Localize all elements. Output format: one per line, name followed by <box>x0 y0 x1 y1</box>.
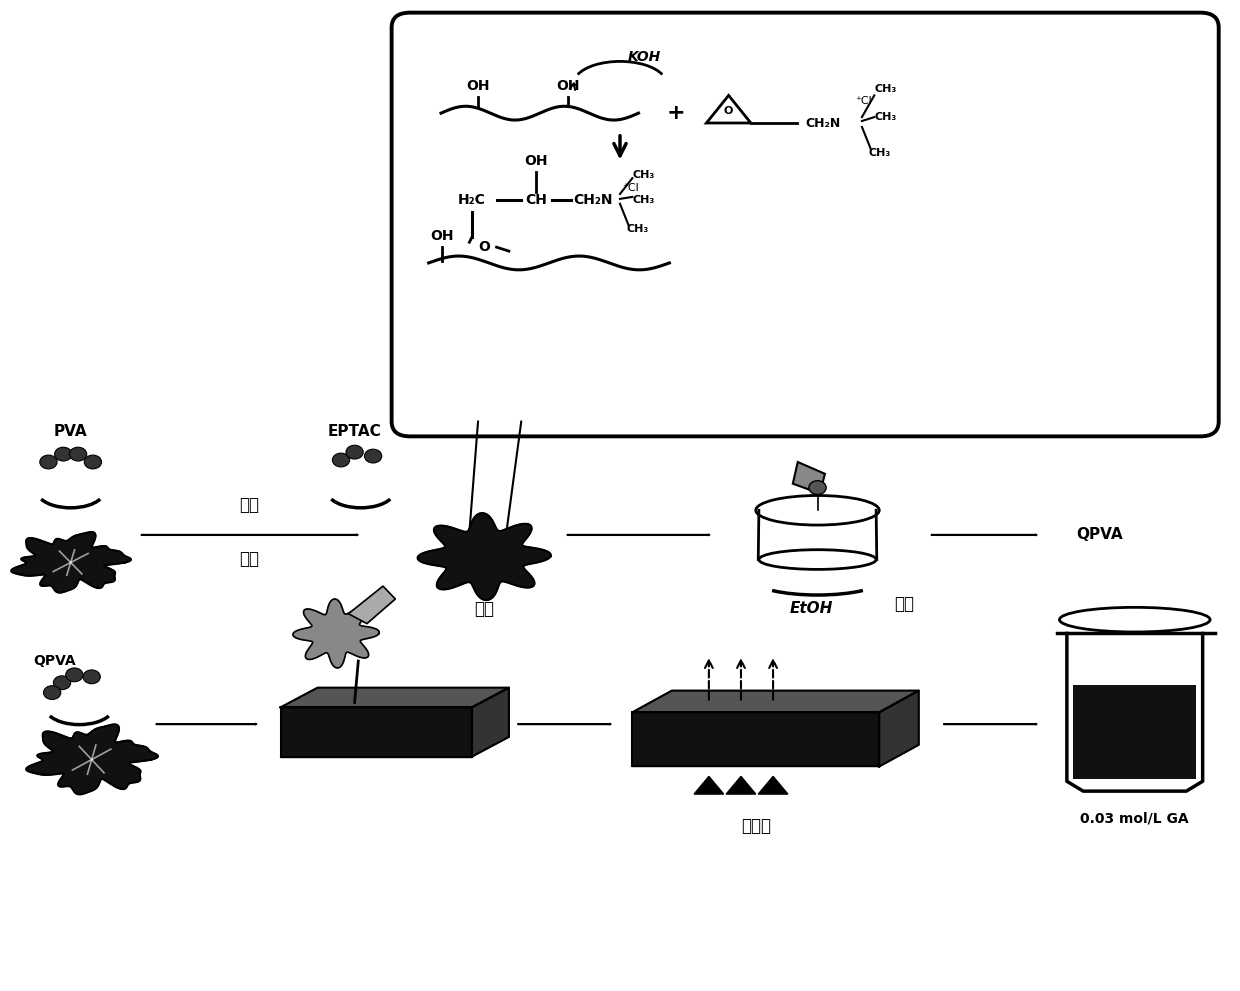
Polygon shape <box>879 691 919 766</box>
Text: 反应: 反应 <box>474 600 495 617</box>
Text: 沉淀: 沉淀 <box>894 595 914 612</box>
Text: OH: OH <box>430 229 454 243</box>
Text: EPTAC: EPTAC <box>327 424 382 439</box>
Text: 0.03 mol/L GA: 0.03 mol/L GA <box>1080 812 1189 826</box>
Polygon shape <box>348 586 396 623</box>
Text: CH₂N: CH₂N <box>805 117 841 130</box>
Polygon shape <box>26 724 157 795</box>
FancyBboxPatch shape <box>392 13 1219 436</box>
Polygon shape <box>280 708 472 757</box>
Circle shape <box>66 668 83 682</box>
Polygon shape <box>11 532 131 593</box>
Polygon shape <box>418 513 551 601</box>
Text: CH₃: CH₃ <box>626 224 649 235</box>
Ellipse shape <box>1059 607 1210 632</box>
Text: H₂C: H₂C <box>458 193 486 207</box>
Text: OH: OH <box>525 155 548 168</box>
Circle shape <box>346 445 363 459</box>
Circle shape <box>53 676 71 690</box>
Text: 冷却: 冷却 <box>239 550 259 568</box>
Polygon shape <box>293 599 379 668</box>
Circle shape <box>808 481 826 495</box>
Polygon shape <box>758 776 787 794</box>
Circle shape <box>69 447 87 461</box>
Text: 热处理: 热处理 <box>740 817 771 834</box>
Text: QPVA: QPVA <box>1076 527 1123 542</box>
Text: ⁺Cl: ⁺Cl <box>856 96 873 106</box>
Text: OH: OH <box>466 79 490 93</box>
Text: ⁺Cl: ⁺Cl <box>622 183 639 193</box>
Polygon shape <box>792 462 825 494</box>
Text: CH₃: CH₃ <box>632 170 655 180</box>
Polygon shape <box>632 691 919 713</box>
Circle shape <box>332 453 350 467</box>
Text: PVA: PVA <box>53 424 88 439</box>
Circle shape <box>84 455 102 469</box>
Circle shape <box>40 455 57 469</box>
Text: CH: CH <box>525 193 547 207</box>
Text: OH: OH <box>557 79 580 93</box>
Circle shape <box>365 449 382 463</box>
Text: 溶解: 溶解 <box>239 496 259 514</box>
Text: CH₃: CH₃ <box>868 148 890 158</box>
Text: O: O <box>479 240 490 254</box>
Text: CH₂N: CH₂N <box>573 193 613 207</box>
Text: CH₃: CH₃ <box>632 195 655 205</box>
Text: +: + <box>666 103 684 123</box>
Polygon shape <box>727 776 756 794</box>
Circle shape <box>43 686 61 700</box>
Polygon shape <box>1073 685 1197 779</box>
Circle shape <box>55 447 72 461</box>
Text: EtOH: EtOH <box>790 602 833 616</box>
Polygon shape <box>472 688 508 757</box>
Text: QPVA: QPVA <box>33 654 76 668</box>
Text: O: O <box>724 106 733 116</box>
Polygon shape <box>280 688 508 708</box>
Polygon shape <box>632 713 879 766</box>
Circle shape <box>83 670 100 684</box>
Text: CH₃: CH₃ <box>874 112 897 122</box>
Polygon shape <box>694 776 724 794</box>
Text: CH₃: CH₃ <box>874 84 897 94</box>
Text: KOH: KOH <box>629 50 661 64</box>
